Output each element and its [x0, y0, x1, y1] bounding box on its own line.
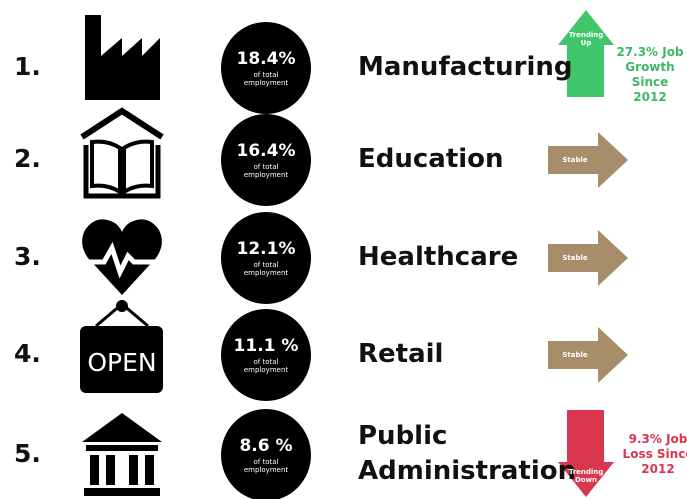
trend-arrow	[548, 230, 628, 286]
sector-name: Manufacturing	[358, 52, 573, 82]
sector-name: Retail	[358, 339, 444, 369]
trend-label: Stable	[562, 351, 588, 359]
share-note: of total employment	[243, 71, 289, 87]
share-note: of total employment	[243, 163, 289, 179]
share-circle: 11.1 % of total employment	[221, 309, 311, 401]
share-value: 12.1%	[236, 239, 296, 259]
share-circle: 12.1% of total employment	[221, 212, 311, 304]
trend-label: Trending Up	[568, 31, 604, 47]
share-value: 11.1 %	[233, 336, 299, 356]
trend-label: Trending Down	[568, 468, 604, 484]
government-icon	[82, 413, 162, 496]
trend-note: 9.3% Job Loss Since 2012	[622, 432, 687, 476]
trend-label: Stable	[562, 156, 588, 164]
rank: 2.	[14, 144, 41, 173]
trend-arrow	[548, 132, 628, 188]
share-value: 16.4%	[236, 141, 296, 161]
share-circle: 16.4% of total employment	[221, 114, 311, 206]
health-icon	[82, 219, 162, 312]
rank: 4.	[14, 339, 41, 368]
share-note: of total employment	[243, 261, 289, 277]
share-circle: 8.6 % of total employment	[221, 409, 311, 499]
share-note: of total employment	[243, 358, 289, 374]
rank: 1.	[14, 52, 41, 81]
education-icon	[80, 107, 164, 199]
rank: 5.	[14, 439, 41, 468]
share-note: of total employment	[243, 458, 289, 474]
open-sign-icon	[80, 300, 163, 393]
factory-icon	[85, 15, 160, 100]
share-value: 8.6 %	[239, 436, 293, 456]
share-circle: 18.4% of total employment	[221, 22, 311, 114]
trend-note: 27.3% Job Growth Since 2012	[616, 45, 684, 104]
share-value: 18.4%	[236, 49, 296, 69]
trend-label: Stable	[562, 254, 588, 262]
sector-name: Public Administration	[358, 421, 577, 486]
trend-arrow	[548, 327, 628, 383]
sector-name: Healthcare	[358, 242, 519, 272]
trend-arrow	[558, 10, 614, 97]
rank: 3.	[14, 242, 41, 271]
sign-text: OPEN	[87, 348, 156, 377]
sector-name: Education	[358, 144, 504, 174]
trend-arrow	[558, 410, 614, 497]
